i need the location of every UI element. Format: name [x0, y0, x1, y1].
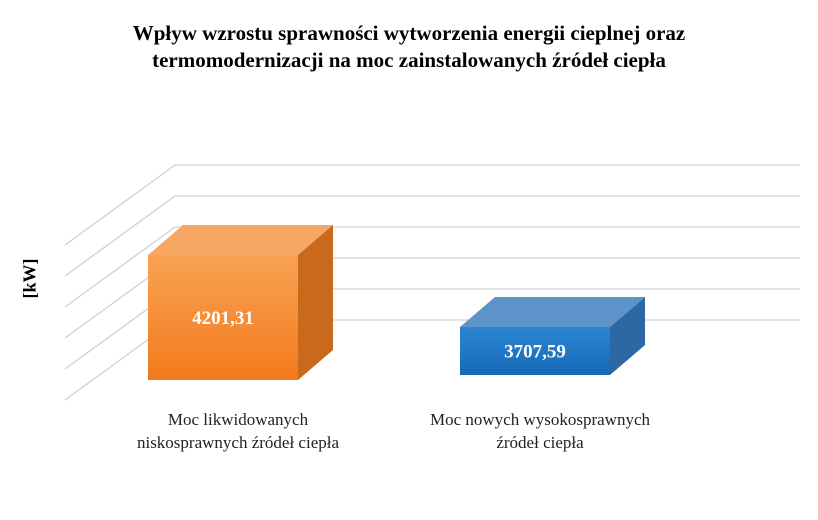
bar-top	[148, 224, 333, 255]
bar-side	[298, 224, 333, 380]
bar-side	[610, 297, 645, 375]
bar	[460, 297, 645, 375]
grid-line	[64, 195, 800, 277]
data-label: 3707,59	[504, 341, 566, 362]
chart-title: Wpływ wzrostu sprawności wytworzenia ene…	[132, 21, 686, 72]
data-label: 4201,31	[192, 308, 254, 329]
x-tick-label: Moc likwidowanych niskosprawnych źródeł …	[136, 410, 340, 452]
bar-front	[148, 254, 298, 380]
bar	[148, 224, 333, 380]
bar-top	[460, 297, 645, 328]
bar-front	[460, 327, 610, 375]
y-axis-label: [kW]	[19, 258, 40, 299]
x-tick-label: Moc nowych wysokosprawnych źródeł ciepła	[429, 410, 651, 452]
grid-line	[64, 164, 800, 246]
grid-line	[64, 226, 800, 308]
